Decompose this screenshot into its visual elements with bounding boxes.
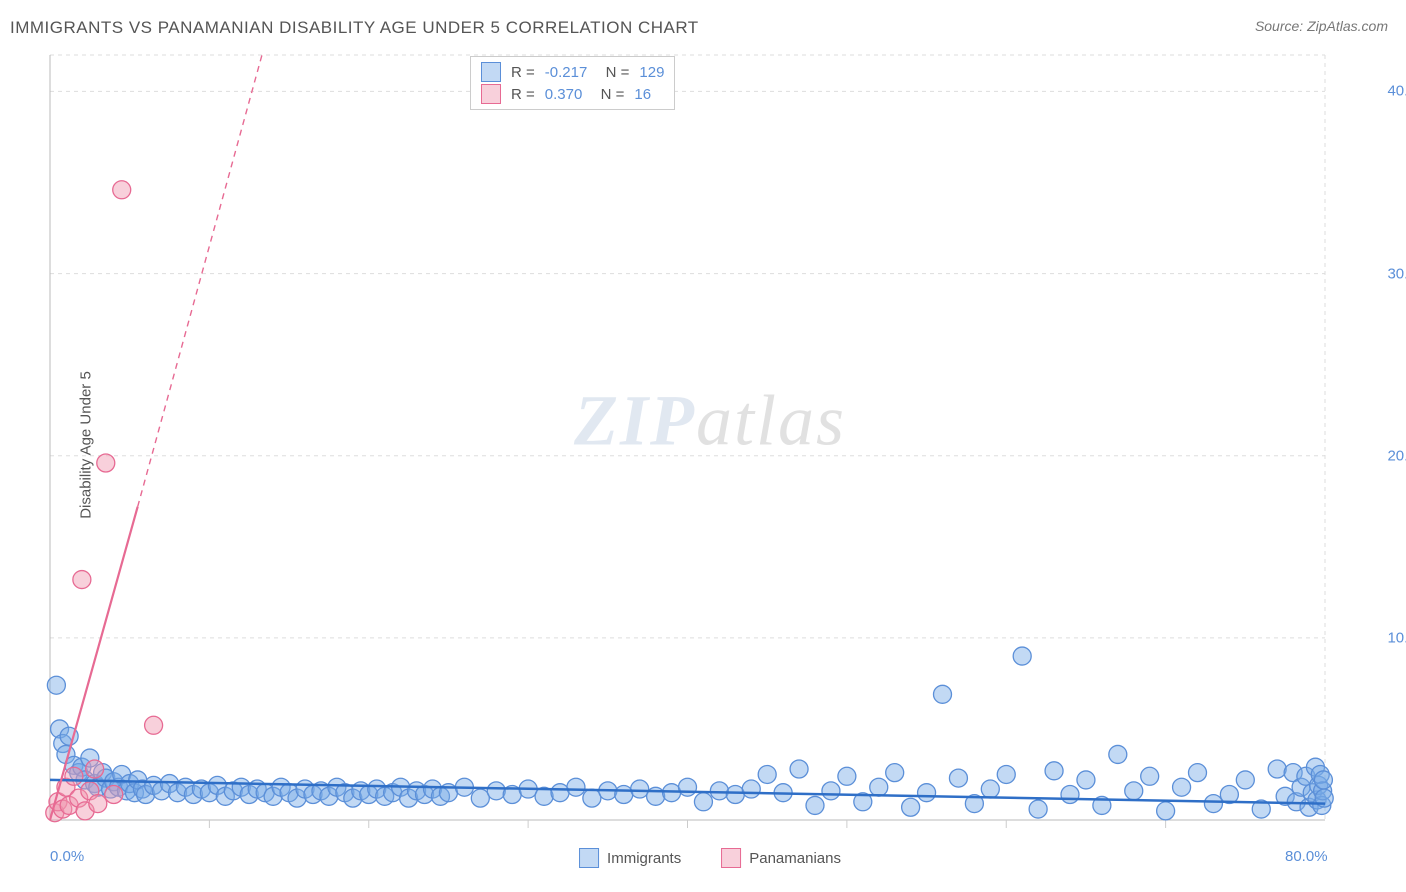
- y-tick-label: 40.0%: [1387, 83, 1406, 100]
- legend-row: R = -0.217 N = 129: [481, 61, 664, 83]
- legend-n-label: N =: [597, 64, 629, 81]
- plot-area: Disability Age Under 5 ZIPatlas R = -0.2…: [40, 50, 1380, 840]
- y-tick-label: 10.0%: [1387, 629, 1406, 646]
- source-attribution: Source: ZipAtlas.com: [1255, 18, 1388, 34]
- y-axis-label: Disability Age Under 5: [77, 371, 94, 519]
- y-tick-label: 20.0%: [1387, 447, 1406, 464]
- correlation-legend: R = -0.217 N = 129 R = 0.370 N = 16: [470, 56, 675, 110]
- legend-r-label: R =: [511, 64, 535, 81]
- legend-r-value: 0.370: [545, 86, 583, 103]
- legend-swatch-immigrants: [579, 848, 599, 868]
- x-tick-label: 80.0%: [1285, 848, 1328, 865]
- legend-r-value: -0.217: [545, 64, 588, 81]
- legend-item: Immigrants: [579, 848, 681, 868]
- legend-n-value: 129: [639, 64, 664, 81]
- chart-title: IMMIGRANTS VS PANAMANIAN DISABILITY AGE …: [10, 18, 699, 38]
- legend-label: Panamanians: [749, 850, 841, 867]
- legend-swatch-panamanians: [721, 848, 741, 868]
- legend-r-label: R =: [511, 86, 535, 103]
- scatter-chart: [40, 50, 1380, 840]
- legend-swatch-panamanians: [481, 84, 501, 104]
- series-legend: Immigrants Panamanians: [579, 848, 841, 868]
- legend-n-label: N =: [592, 86, 624, 103]
- legend-row: R = 0.370 N = 16: [481, 83, 664, 105]
- legend-n-value: 16: [634, 86, 651, 103]
- x-tick-label: 0.0%: [50, 848, 84, 865]
- y-tick-label: 30.0%: [1387, 265, 1406, 282]
- legend-item: Panamanians: [721, 848, 841, 868]
- legend-label: Immigrants: [607, 850, 681, 867]
- legend-swatch-immigrants: [481, 62, 501, 82]
